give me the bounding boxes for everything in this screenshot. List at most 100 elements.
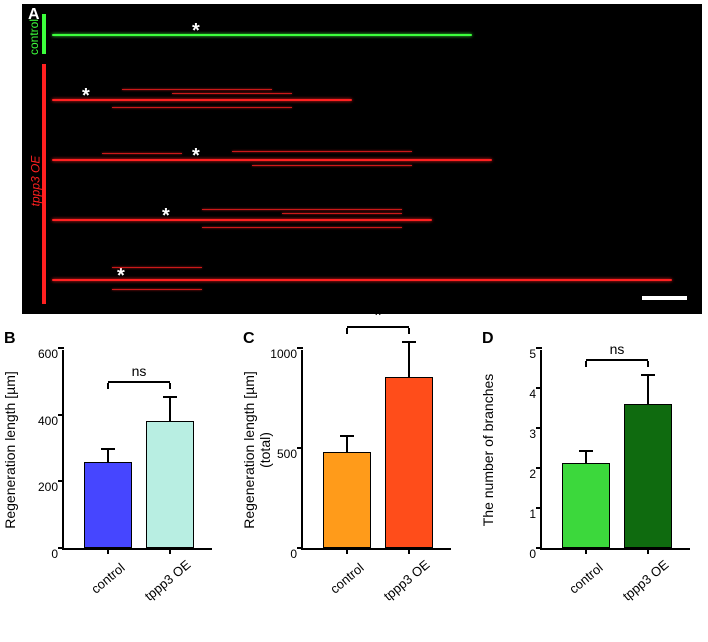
charts-row: BRegeneration length [µm]0200400600contr… [0,330,708,630]
y-tick-label: 600 [38,347,58,361]
axon-branch [122,89,272,90]
axon [52,219,432,221]
significance-tick [585,361,587,367]
y-tick [536,467,542,469]
plot-area: 012345controltppp3 OEns [540,350,690,550]
axon-branch [112,267,202,268]
x-tick [107,548,109,554]
panel-label: D [482,330,494,348]
panel-label: B [4,330,16,348]
y-tick [536,347,542,349]
axon-branch [102,153,182,154]
axon-branch [202,227,402,228]
error-bar [169,397,171,420]
axon [52,279,672,281]
significance-tick [107,383,109,389]
y-tick-label: 0 [51,547,58,561]
y-tick [297,347,303,349]
bar [323,452,371,548]
axon-branch [202,209,402,210]
x-tick-label: control [319,560,367,604]
lesion-asterisk: * [162,205,170,228]
axon [52,159,492,161]
error-cap [641,374,655,376]
axon [52,99,352,101]
axon [52,34,472,36]
axon-branch [112,289,202,290]
y-axis-label: Regeneration length [µm](total) [241,371,273,529]
x-tick [647,548,649,554]
lesion-asterisk: * [192,145,200,168]
tppp3-side-bar [42,64,46,304]
x-tick [346,548,348,554]
significance-tick [169,383,171,389]
error-cap [340,435,354,437]
x-tick-label: control [80,560,128,604]
y-tick-label: 4 [529,387,536,401]
control-side-bar [42,14,46,54]
significance-tick [408,328,410,334]
y-tick-label: 2 [529,467,536,481]
error-cap [101,448,115,450]
x-tick-label: tppp3 OE [620,560,668,604]
significance-text: * [374,305,382,328]
y-tick-label: 5 [529,347,536,361]
y-tick-label: 400 [38,414,58,428]
significance-text: ns [610,341,625,357]
y-tick [58,347,64,349]
y-tick [536,387,542,389]
error-bar [585,451,587,463]
axon-branch [112,107,292,108]
significance-text: ns [132,363,147,379]
x-tick [585,548,587,554]
error-cap [163,396,177,398]
x-tick [408,548,410,554]
y-tick-label: 0 [529,547,536,561]
error-cap [402,341,416,343]
scale-bar [642,296,687,300]
panel-label: C [243,330,255,348]
bar [385,377,433,548]
axon-branch [252,165,412,166]
y-tick-label: 1000 [270,347,297,361]
axon-branch [282,213,402,214]
lesion-asterisk: * [82,85,90,108]
error-bar [107,449,109,462]
y-tick [58,414,64,416]
y-tick [297,547,303,549]
lesion-asterisk: * [117,265,125,288]
y-axis-label: The number of branches [480,374,496,527]
axon-branch [172,93,292,94]
y-tick [58,480,64,482]
significance-tick [346,328,348,334]
y-tick [297,447,303,449]
significance-tick [647,361,649,367]
error-bar [408,342,410,377]
error-bar [647,375,649,404]
y-tick-label: 0 [290,547,297,561]
bar [562,463,610,548]
control-side-text: control [27,19,41,55]
chart-c: CRegeneration length [µm](total)05001000… [239,330,469,630]
x-tick [169,548,171,554]
x-tick-label: tppp3 OE [381,560,429,604]
axon-branch [232,151,412,152]
significance-line [108,381,170,383]
bar [624,404,672,548]
plot-area: 0200400600controltppp3 OEns [62,350,212,550]
y-tick [536,427,542,429]
tppp3-side-text: tppp3 OE [28,156,42,207]
lesion-asterisk: * [192,20,200,43]
x-tick-label: control [558,560,606,604]
significance-line [586,359,648,361]
error-bar [346,436,348,452]
bar [146,421,194,548]
plot-area: 05001000controltppp3 OE* [301,350,451,550]
chart-b: BRegeneration length [µm]0200400600contr… [0,330,230,630]
y-tick-label: 1 [529,507,536,521]
y-tick [536,547,542,549]
x-tick-label: tppp3 OE [142,560,190,604]
error-cap [579,450,593,452]
y-tick-label: 500 [277,447,297,461]
bar [84,462,132,548]
